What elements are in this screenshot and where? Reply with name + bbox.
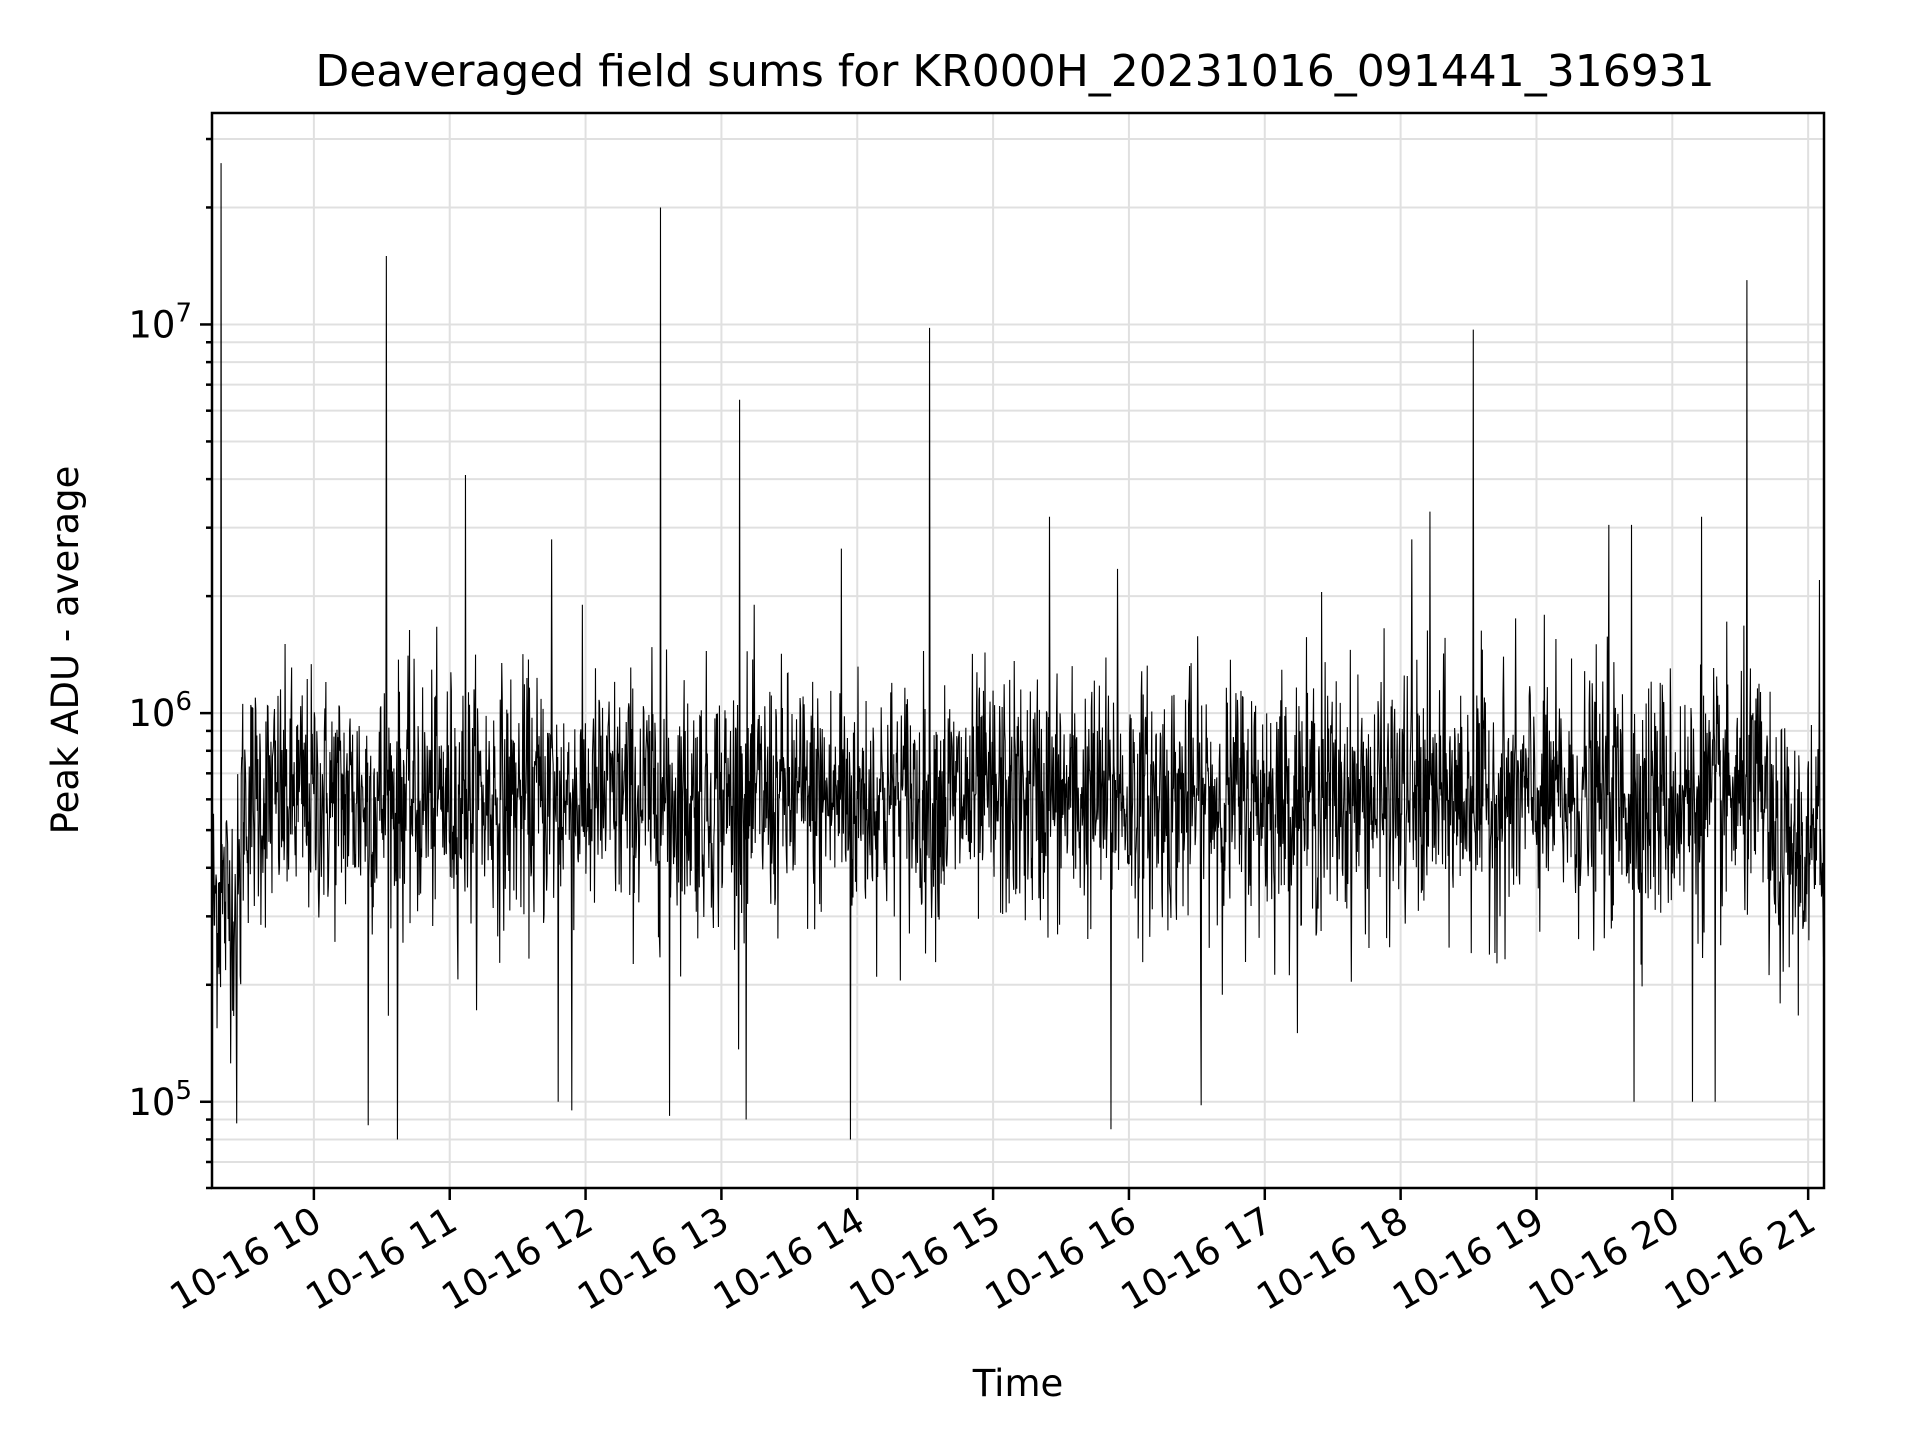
y-tick-label: 105 [128,1076,192,1124]
y-tick-label: 106 [128,687,192,735]
x-tick-label: 10-16 15 [842,1199,1008,1319]
x-tick-label: 10-16 14 [706,1199,872,1319]
y-axis: 105 106 107 [128,137,212,1190]
x-tick-label: 10-16 12 [434,1199,600,1319]
x-tick-label: 10-16 18 [1250,1199,1416,1319]
plot-frame [210,111,1826,1190]
chart-title: Deaveraged field sums for KR000H_2023101… [315,46,1714,97]
x-axis-label: Time [972,1362,1064,1405]
series-layer [211,163,1825,1140]
x-tick-label: 10-16 13 [570,1199,736,1319]
y-tick-label: 107 [128,298,192,346]
x-tick-label: 10-16 20 [1521,1199,1687,1319]
y-axis-label: Peak ADU - average [44,466,87,835]
grid-layer [212,113,1824,1189]
x-tick-label: 10-16 19 [1385,1199,1551,1319]
x-tick-label: 10-16 16 [978,1199,1144,1319]
series-line [211,163,1825,1140]
x-tick-label: 10-16 11 [299,1199,465,1319]
x-tick-label: 10-16 21 [1657,1199,1823,1319]
x-tick-label: 10-16 17 [1114,1199,1280,1319]
x-tick-label: 10-16 10 [163,1199,329,1319]
